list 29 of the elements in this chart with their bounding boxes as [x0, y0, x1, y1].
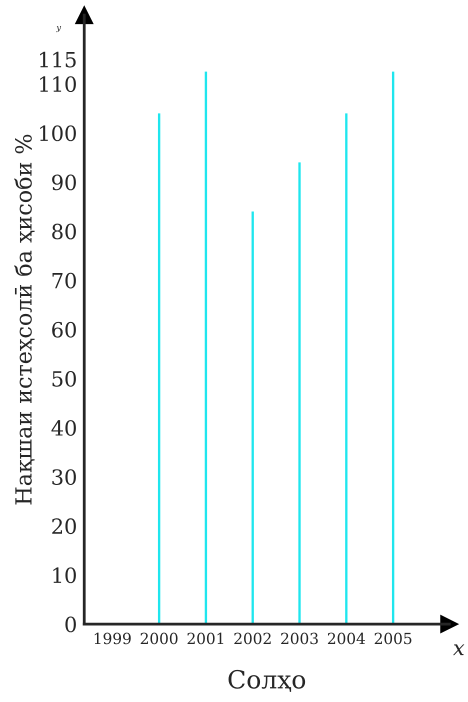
- bar: [345, 113, 348, 624]
- y-tick-label: 110: [40, 76, 76, 92]
- text: y: [56, 26, 62, 32]
- bar: [158, 113, 160, 624]
- y-tick-label: 20: [52, 518, 76, 534]
- x-tick-label: 2001: [188, 632, 224, 644]
- y-tick-label: 100: [40, 125, 76, 142]
- y-axis-title: Нақшаи истеҳсолӣ ба ҳисоби %: [14, 134, 35, 504]
- y-tick-label: 10: [53, 567, 76, 584]
- y-tick-label: 40: [51, 420, 76, 436]
- bar: [204, 72, 208, 624]
- bar: [392, 72, 394, 624]
- y-tick-label: 30: [52, 469, 76, 485]
- x-tick-label: 2004: [328, 632, 365, 644]
- y-tick-label: 50: [52, 370, 76, 387]
- x-tick-label: 1999: [94, 632, 131, 644]
- x-tick-label: 2005: [374, 632, 412, 644]
- y-tick-label: 70: [52, 272, 76, 289]
- x-tick-label: 2002: [234, 632, 271, 644]
- y-tick-label: 80: [52, 224, 76, 240]
- y-tick-label: 115: [40, 52, 76, 68]
- y-tick-label: 0: [65, 616, 76, 632]
- y-tick-label: 90: [52, 174, 76, 190]
- text: x: [452, 644, 464, 656]
- x-axis-title: Солҳо: [228, 670, 306, 692]
- y-tick-label: 60: [52, 322, 76, 338]
- x-tick-label: 2003: [281, 632, 318, 644]
- bar: [252, 212, 254, 624]
- x-tick-label: 2000: [140, 632, 178, 644]
